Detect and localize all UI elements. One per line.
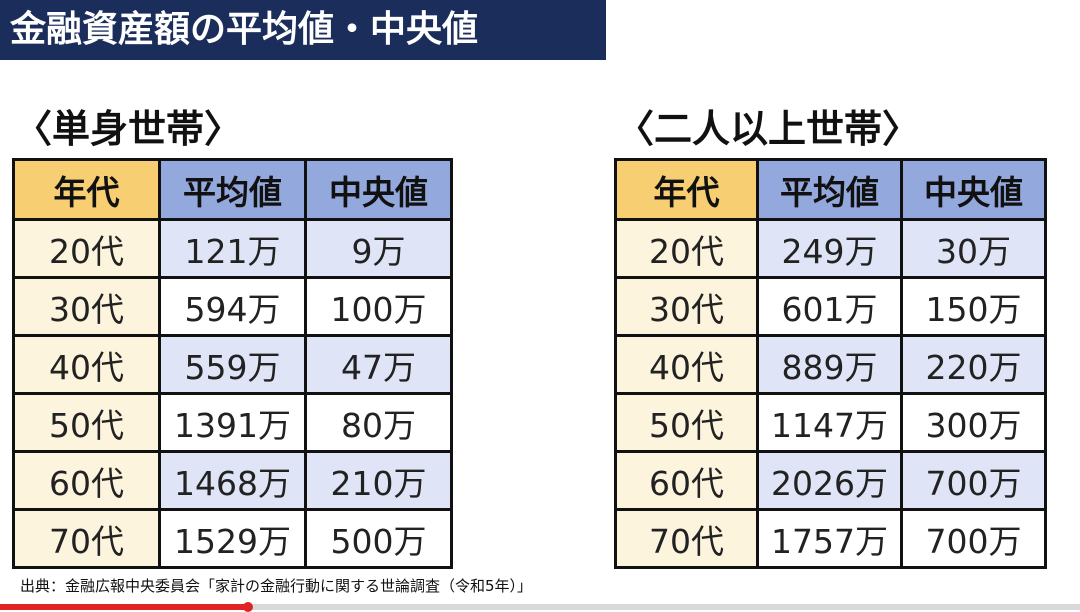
video-scrubber-handle[interactable] xyxy=(243,602,254,612)
median-cell: 500万 xyxy=(304,508,453,569)
table-row: 40代 559万 47万 xyxy=(12,334,453,395)
mean-cell: 594万 xyxy=(158,276,307,337)
table-row: 30代 594万 100万 xyxy=(12,276,453,337)
table-row: 50代 1147万 300万 xyxy=(614,392,1047,453)
median-cell: 150万 xyxy=(900,276,1047,337)
mean-cell: 1147万 xyxy=(756,392,903,453)
mean-cell: 1757万 xyxy=(756,508,903,569)
table-row: 60代 2026万 700万 xyxy=(614,450,1047,511)
median-cell: 100万 xyxy=(304,276,453,337)
table-row: 20代 121万 9万 xyxy=(12,218,453,279)
median-cell: 220万 xyxy=(900,334,1047,395)
header-median: 中央値 xyxy=(304,158,453,221)
median-cell: 47万 xyxy=(304,334,453,395)
mean-cell: 1529万 xyxy=(158,508,307,569)
mean-cell: 121万 xyxy=(158,218,307,279)
table-row: 50代 1391万 80万 xyxy=(12,392,453,453)
table-header-row: 年代 平均値 中央値 xyxy=(614,158,1047,221)
age-cell: 60代 xyxy=(614,450,759,511)
age-cell: 30代 xyxy=(614,276,759,337)
age-cell: 40代 xyxy=(614,334,759,395)
table-header-row: 年代 平均値 中央値 xyxy=(12,158,453,221)
mean-cell: 601万 xyxy=(756,276,903,337)
table-row: 70代 1529万 500万 xyxy=(12,508,453,569)
header-median: 中央値 xyxy=(900,158,1047,221)
median-cell: 700万 xyxy=(900,508,1047,569)
multi-household-table: 年代 平均値 中央値 20代 249万 30万 30代 601万 150万 40… xyxy=(614,158,1047,569)
mean-cell: 2026万 xyxy=(756,450,903,511)
age-cell: 50代 xyxy=(614,392,759,453)
mean-cell: 559万 xyxy=(158,334,307,395)
header-mean: 平均値 xyxy=(158,158,307,221)
page-title: 金融資産額の平均値・中央値 xyxy=(0,0,606,60)
table-row: 40代 889万 220万 xyxy=(614,334,1047,395)
single-household-table: 年代 平均値 中央値 20代 121万 9万 30代 594万 100万 40代… xyxy=(12,158,453,569)
source-citation: 出典：金融広報中央委員会「家計の金融行動に関する世論調査（令和5年）」 xyxy=(20,577,533,595)
table-row: 60代 1468万 210万 xyxy=(12,450,453,511)
age-cell: 60代 xyxy=(12,450,161,511)
mean-cell: 889万 xyxy=(756,334,903,395)
table-row: 30代 601万 150万 xyxy=(614,276,1047,337)
video-progress-fill xyxy=(0,604,249,610)
age-cell: 20代 xyxy=(12,218,161,279)
age-cell: 50代 xyxy=(12,392,161,453)
age-cell: 70代 xyxy=(614,508,759,569)
age-cell: 40代 xyxy=(12,334,161,395)
video-progress-bar[interactable] xyxy=(0,602,1080,612)
median-cell: 700万 xyxy=(900,450,1047,511)
multi-household-heading: 〈二人以上世帯〉 xyxy=(616,107,921,151)
header-age: 年代 xyxy=(614,158,759,221)
age-cell: 30代 xyxy=(12,276,161,337)
median-cell: 80万 xyxy=(304,392,453,453)
mean-cell: 249万 xyxy=(756,218,903,279)
median-cell: 210万 xyxy=(304,450,453,511)
median-cell: 9万 xyxy=(304,218,453,279)
age-cell: 70代 xyxy=(12,508,161,569)
table-row: 70代 1757万 700万 xyxy=(614,508,1047,569)
age-cell: 20代 xyxy=(614,218,759,279)
header-mean: 平均値 xyxy=(756,158,903,221)
header-age: 年代 xyxy=(12,158,161,221)
mean-cell: 1468万 xyxy=(158,450,307,511)
median-cell: 300万 xyxy=(900,392,1047,453)
single-household-heading: 〈単身世帯〉 xyxy=(14,107,243,151)
median-cell: 30万 xyxy=(900,218,1047,279)
table-row: 20代 249万 30万 xyxy=(614,218,1047,279)
mean-cell: 1391万 xyxy=(158,392,307,453)
